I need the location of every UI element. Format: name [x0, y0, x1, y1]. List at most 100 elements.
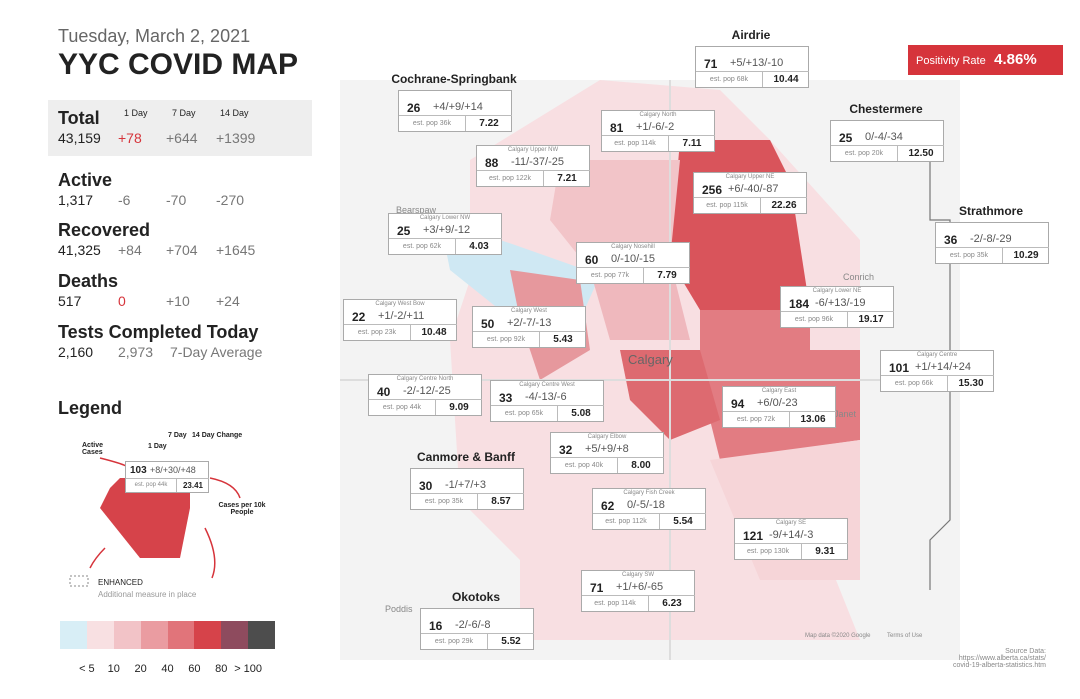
change: +1645 — [216, 242, 256, 258]
region-box: Calgary Centre West 33 -4/-13/-6 est. pop 6… — [490, 380, 604, 422]
change: +1/-2/+11 — [378, 310, 425, 322]
change: +1/+6/-65 — [616, 581, 664, 593]
label: Total — [58, 108, 100, 128]
cases: 22 — [352, 310, 366, 324]
cases: 16 — [429, 619, 443, 633]
region-name: Calgary North — [639, 112, 677, 118]
town-name: Chestermere — [849, 102, 923, 116]
rate: 10.29 — [1002, 247, 1049, 263]
region-box: 36 -2/-8/-29 est. pop 35k 10.29 — [935, 222, 1049, 264]
rate: 7.21 — [543, 170, 590, 186]
region-name: Calgary Fish Creek — [623, 490, 675, 496]
label: Deaths — [58, 271, 119, 291]
change: -2/-8/-29 — [970, 233, 1012, 245]
cases: 30 — [419, 479, 433, 493]
population: est. pop 77k — [577, 267, 643, 283]
region-name: Calgary Nosehill — [611, 244, 655, 250]
population: est. pop 92k — [473, 331, 539, 347]
legend-label: 1 Day — [148, 443, 167, 450]
region-name: Calgary SW — [621, 572, 654, 578]
scale-swatch — [248, 621, 275, 649]
date: Tuesday, March 2, 2021 — [58, 26, 251, 46]
label: Active — [58, 170, 113, 190]
region-box: Calgary Centre 101 +1/+14/+24 est. pop 66k 1… — [880, 350, 994, 392]
map-label: Poddis — [385, 604, 413, 614]
map-label: Terms of Use — [887, 633, 923, 639]
change: +704 — [166, 242, 198, 258]
scale-label: 40 — [161, 663, 174, 675]
legend-title: Legend — [58, 398, 123, 418]
change: +5/+13/-10 — [730, 57, 784, 69]
change: -270 — [216, 192, 245, 208]
region-name: Calgary Lower NW — [419, 215, 471, 221]
region-name: Calgary Centre West — [519, 382, 575, 388]
region-box: Calgary North 81 +1/-6/-2 est. pop 114k 7.11 — [601, 110, 715, 152]
change: +3/+9/-12 — [423, 224, 471, 236]
change: -2/-12/-25 — [403, 385, 451, 397]
change: +5/+9/+8 — [585, 443, 629, 455]
region-name: Calgary Elbow — [587, 434, 627, 440]
cases: 33 — [499, 391, 513, 405]
map-label: Janet — [834, 409, 857, 419]
scale-label: > 100 — [234, 663, 263, 675]
rate: 7.79 — [643, 267, 690, 283]
region-box: Calgary SW 71 +1/+6/-65 est. pop 114k 6.23 — [581, 570, 695, 612]
legend-label: 14 Day Change — [192, 432, 243, 439]
rate: 15.30 — [947, 375, 994, 391]
rate: 10.44 — [762, 71, 809, 87]
rate: 19.17 — [847, 311, 894, 327]
change: +84 — [118, 242, 142, 258]
town-name: Okotoks — [451, 590, 500, 604]
rate: 10.48 — [410, 324, 457, 340]
source: Source Data: https://www.alberta.ca/stats… — [930, 648, 1046, 669]
map-label: Bearspaw — [396, 205, 437, 215]
change: -6 — [118, 192, 131, 208]
source-label: Source Data: — [1005, 648, 1046, 655]
legend-label: Cases per 10k People — [218, 502, 266, 516]
value: 43,159 — [58, 130, 101, 146]
change: +24 — [216, 293, 240, 309]
region-name: Calgary Centre — [916, 352, 958, 358]
legend-arrow — [89, 457, 241, 579]
change: +4/+9/+14 — [433, 101, 483, 113]
legend-label: 7 Day — [168, 432, 187, 439]
scale-swatch — [221, 621, 249, 649]
cases: 50 — [481, 317, 495, 331]
source-line: https://www.alberta.ca/stats/ — [958, 655, 1046, 662]
cases: 40 — [377, 385, 391, 399]
scale-label: 80 — [215, 663, 228, 675]
cases: 71 — [704, 57, 718, 71]
cases: 121 — [743, 529, 764, 543]
rate: 9.09 — [435, 399, 482, 415]
region-box: Calgary Centre North 40 -2/-12/-25 est. pop… — [368, 374, 482, 416]
town-name: Canmore & Banff — [416, 450, 515, 464]
cases: 25 — [397, 224, 411, 238]
title: YYC COVID MAP — [58, 48, 299, 81]
population: est. pop 115k — [694, 197, 760, 213]
change: +10 — [166, 293, 190, 309]
average: 2,973 — [118, 344, 154, 360]
source-line: covid-19-alberta-statistics.htm — [953, 662, 1046, 669]
change: +1/+14/+24 — [915, 361, 971, 373]
positivity: Positivity Rate 4.86% — [908, 45, 1063, 75]
color-scale: < 5 10 20 40 60 80 > 100 — [60, 621, 275, 681]
population: est. pop 35k — [936, 247, 1002, 263]
value: 1,317 — [58, 192, 94, 208]
region-name: Calgary Upper NW — [507, 147, 559, 153]
region-box: Calgary Nosehill 60 0/-10/-15 est. pop 77k 7… — [576, 242, 690, 284]
region-box: Calgary Fish Creek 62 0/-5/-18 est. pop 112… — [592, 488, 706, 530]
enhanced-note: Additional measure in place — [98, 590, 197, 599]
cases: 256 — [702, 183, 723, 197]
rate: 13.06 — [789, 411, 836, 427]
rate: 23.41 — [176, 478, 209, 492]
rate: 22.26 — [760, 197, 807, 213]
change: 0/-10/-15 — [611, 253, 656, 265]
scale-label: 60 — [188, 663, 201, 675]
rate: 5.54 — [659, 513, 706, 529]
cases: 62 — [601, 499, 615, 513]
label: Recovered — [58, 220, 151, 240]
region-box: Calgary East 94 +6/0/-23 est. pop 72k 13.06 — [722, 386, 836, 428]
change: +6/0/-23 — [757, 397, 798, 409]
region-box: Calgary West Bow 22 +1/-2/+11 est. pop 23k 1… — [343, 299, 457, 341]
